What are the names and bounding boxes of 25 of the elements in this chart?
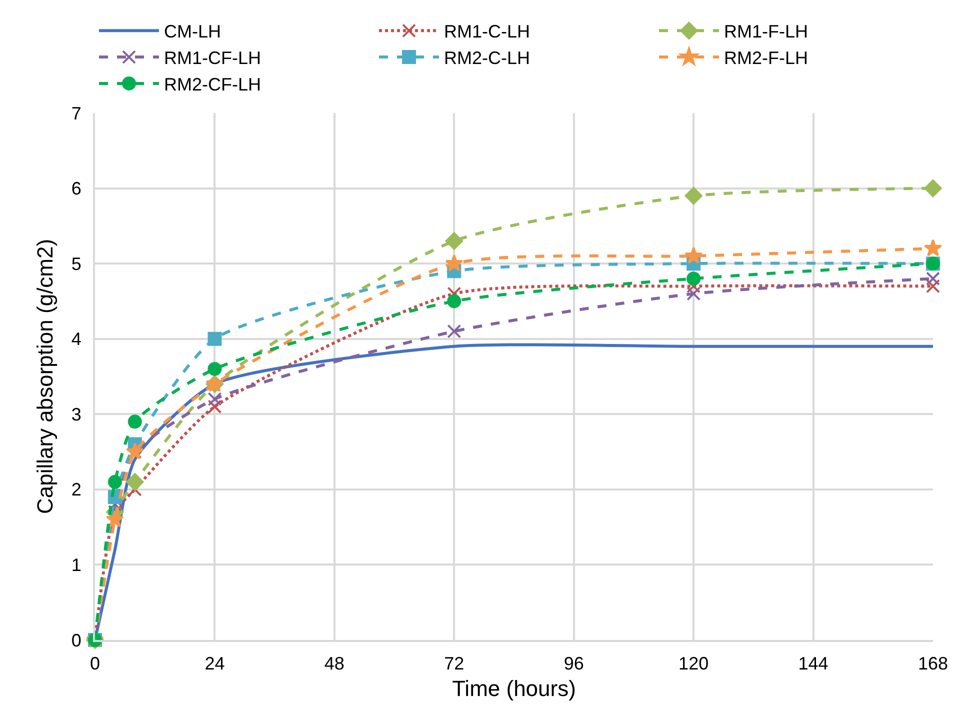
legend-label: RM2-F-LH [724, 48, 808, 68]
x-tick-label: 0 [90, 654, 100, 674]
x-tick-label: 24 [204, 654, 225, 674]
x-tick-label: 144 [798, 654, 828, 674]
y-tick-label: 3 [71, 404, 82, 424]
x-tick-label: 120 [678, 654, 709, 674]
y-tick-label: 2 [71, 480, 82, 500]
y-tick-label: 4 [71, 329, 82, 350]
legend-label: RM2-C-LH [444, 48, 530, 68]
x-tick-label: 48 [324, 654, 344, 674]
legend-label: RM1-C-LH [444, 22, 530, 42]
x-tick-label: 96 [564, 654, 584, 674]
y-tick-label: 0 [71, 630, 82, 650]
x-tick-label: 168 [918, 654, 948, 674]
y-tick-label: 7 [71, 103, 82, 124]
legend-label: RM1-F-LH [724, 22, 808, 42]
x-tick-label: 72 [444, 654, 464, 674]
y-tick-label: 6 [71, 178, 82, 199]
y-axis-title: Capillary absorption (g/cm2) [32, 238, 58, 514]
y-tick-label: 5 [71, 254, 82, 274]
legend-label: RM2-CF-LH [164, 74, 261, 94]
x-axis-title: Time (hours) [452, 676, 576, 701]
y-tick-label: 1 [71, 555, 82, 576]
legend-label: CM-LH [164, 22, 221, 42]
legend-label: RM1-CF-LH [164, 48, 261, 68]
